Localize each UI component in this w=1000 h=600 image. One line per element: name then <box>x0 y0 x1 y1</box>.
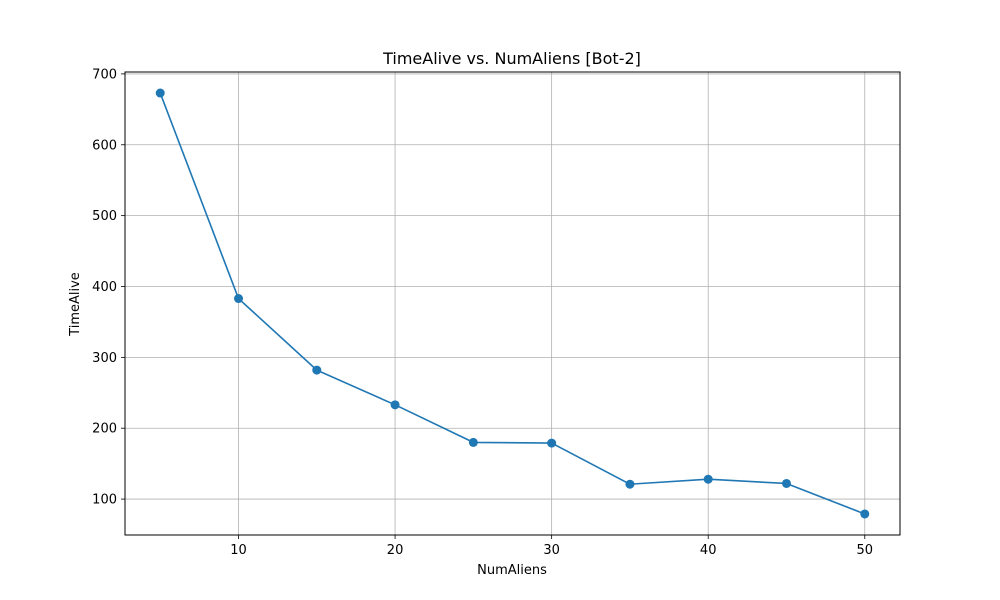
chart-title: TimeAlive vs. NumAliens [Bot-2] <box>382 49 641 68</box>
y-tick-label: 700 <box>92 67 117 82</box>
y-tick-label: 100 <box>92 493 117 508</box>
x-tick-label: 50 <box>856 543 873 558</box>
series-line <box>159 92 866 515</box>
ticks: 10 20 30 40 50 100 200 300 400 500 600 700 <box>92 67 873 558</box>
data-point <box>625 479 635 489</box>
y-tick-label: 300 <box>92 351 117 366</box>
data-point <box>234 294 244 304</box>
data-point <box>390 400 400 410</box>
data-point <box>703 474 713 484</box>
x-tick-label: 30 <box>543 543 560 558</box>
data-point <box>781 478 791 488</box>
data-point <box>860 509 870 519</box>
x-tick-label: 10 <box>230 543 247 558</box>
data-point <box>312 365 322 375</box>
series-layer <box>155 88 870 519</box>
plot-frame <box>124 71 901 536</box>
x-axis-title: NumAliens <box>477 563 547 578</box>
data-point <box>468 437 478 447</box>
y-tick-label: 500 <box>92 209 117 224</box>
x-tick-label: 40 <box>700 543 717 558</box>
y-tick-label: 600 <box>92 138 117 153</box>
data-point <box>547 438 557 448</box>
y-tick-label: 400 <box>92 280 117 295</box>
x-tick-label: 20 <box>387 543 404 558</box>
data-point <box>155 88 165 98</box>
y-axis-title: TimeAlive <box>68 272 83 337</box>
grid <box>125 72 900 535</box>
y-tick-label: 200 <box>92 422 117 437</box>
